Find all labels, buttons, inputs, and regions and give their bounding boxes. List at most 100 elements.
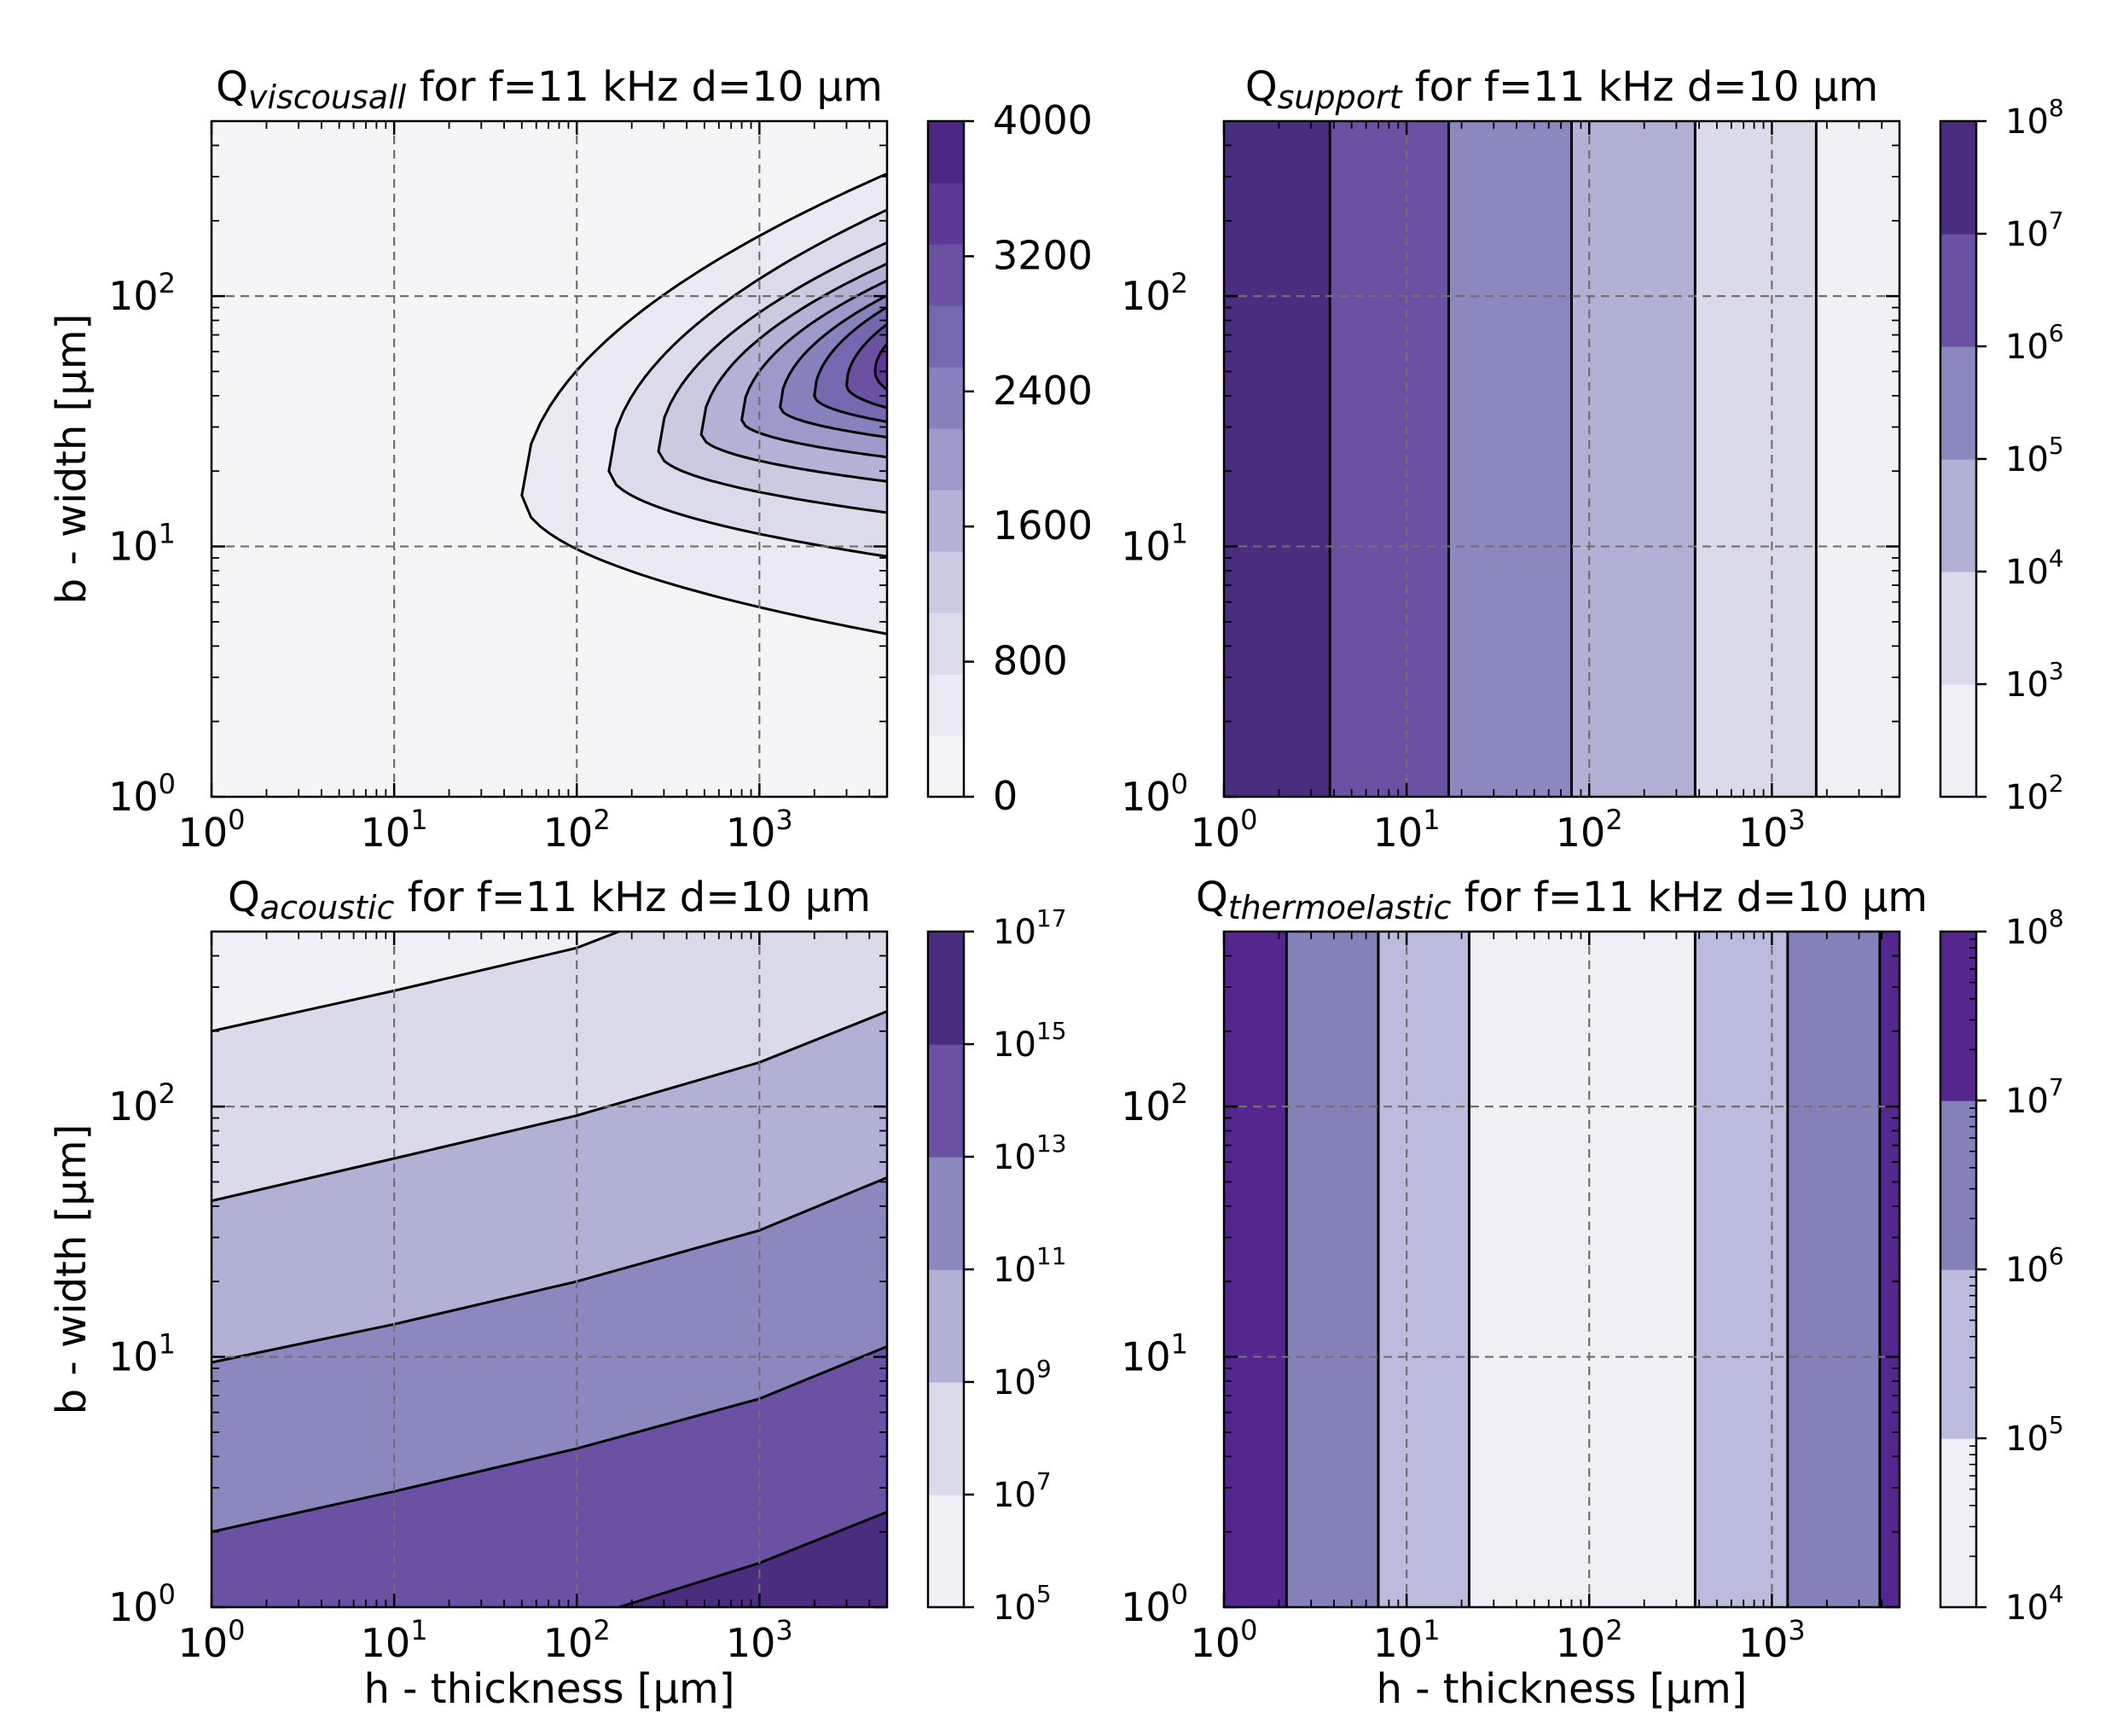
x-tick-label: 101 — [361, 1614, 428, 1666]
colorbar-tick-label-exponent: 5 — [1036, 1580, 1052, 1608]
y-tick-label: 102 — [108, 267, 176, 319]
colorbar-band — [928, 551, 964, 613]
colorbar-tick-label: 1013 — [993, 1129, 1067, 1177]
y-tick-label: 101 — [1121, 518, 1188, 570]
colorbar-tick-label: 4000 — [993, 97, 1093, 143]
colorbar-tick-label: 104 — [2005, 544, 2064, 592]
colorbar-tick-label: 2400 — [993, 368, 1093, 414]
y-tick-label-mantissa: 10 — [1121, 1584, 1171, 1630]
x-tick-label-mantissa: 10 — [543, 810, 594, 856]
x-tick-label: 101 — [361, 804, 428, 856]
region-thermoelastic-1 — [1286, 932, 1378, 1607]
y-tick-label-mantissa: 10 — [1121, 524, 1171, 570]
y-tick-label: 100 — [1121, 768, 1188, 820]
colorbar-tick-label-exponent: 8 — [2049, 904, 2064, 932]
colorbar-band — [928, 1157, 964, 1270]
region-support-2 — [1448, 121, 1572, 797]
y-tick-label-mantissa: 10 — [108, 774, 159, 820]
colorbar-band — [928, 1044, 964, 1158]
colorbar-tick-label-mantissa: 10 — [993, 1476, 1036, 1515]
x-tick-label-mantissa: 10 — [1191, 1620, 1241, 1666]
colorbar-band — [928, 183, 964, 245]
plot-area-viscous — [212, 121, 887, 797]
colorbar-tick-label: 109 — [993, 1355, 1052, 1402]
x-tick-label-exponent: 3 — [775, 1614, 792, 1646]
y-tick-label-mantissa: 10 — [1121, 1083, 1171, 1129]
axes-frame-support — [1222, 119, 1901, 798]
x-tick-label-mantissa: 10 — [361, 810, 411, 856]
colorbar-tick-label: 107 — [2005, 206, 2064, 254]
plot-area-thermoelastic — [1224, 932, 1900, 1607]
x-tick-label-mantissa: 10 — [1373, 1620, 1424, 1666]
region-thermoelastic-6 — [1879, 932, 1900, 1607]
x-tick-label-exponent: 3 — [1788, 1614, 1805, 1646]
x-axis-label: h - thickness [µm] — [364, 1665, 735, 1713]
colorbar-tick-label-exponent: 17 — [1036, 904, 1067, 932]
colorbar-tick-label-mantissa: 10 — [993, 1138, 1036, 1177]
colorbar-tick-label: 106 — [2005, 1242, 2064, 1290]
contour-line-viscous-3600 — [873, 341, 887, 392]
colorbar-tick-label-exponent: 7 — [2049, 206, 2064, 235]
x-tick-label: 102 — [543, 804, 611, 856]
colorbar-band — [1940, 234, 1976, 347]
colorbar-tick-label-mantissa: 10 — [2005, 102, 2049, 142]
title-q: Q — [1196, 874, 1228, 921]
colorbar-tick-label-exponent: 5 — [2049, 1411, 2064, 1439]
colorbar-tick-label-exponent: 6 — [2049, 1242, 2064, 1270]
x-tick-label-exponent: 1 — [1423, 804, 1440, 836]
plot-area-acoustic — [212, 932, 887, 1607]
y-tick-label-mantissa: 10 — [108, 1083, 159, 1129]
colorbar-tick-label-mantissa: 10 — [2005, 328, 2049, 367]
x-tick-label: 100 — [178, 1614, 246, 1666]
colorbar-tick-label-mantissa: 10 — [2005, 1082, 2049, 1121]
title-subscript: acoustic — [260, 889, 395, 926]
ticks-support — [1222, 120, 1900, 798]
y-tick-label-mantissa: 10 — [108, 524, 159, 570]
region-support-0 — [1224, 121, 1331, 797]
title-subscript: support — [1278, 78, 1404, 116]
x-tick-label-exponent: 3 — [775, 804, 792, 836]
x-tick-label: 103 — [726, 804, 793, 856]
y-tick-label: 101 — [108, 518, 176, 570]
y-tick-label: 101 — [1121, 1328, 1188, 1380]
contour-line-acoustic-1e7 — [212, 932, 620, 1033]
colorbar-band — [928, 490, 964, 552]
y-tick-label-mantissa: 10 — [1121, 1334, 1171, 1380]
y-tick-label-exponent: 0 — [159, 1578, 176, 1611]
colorbar-viscous: 0 800 1600 2400 3200 4000 — [926, 97, 1093, 819]
y-tick-label-exponent: 1 — [159, 518, 176, 550]
colorbar-tick-label-exponent: 2 — [2049, 769, 2064, 798]
y-tick-label-exponent: 2 — [159, 267, 176, 299]
colorbar-frame — [926, 119, 966, 798]
title-rest: for f=11 kHz d=10 µm — [1451, 874, 1928, 921]
colorbar-band — [1940, 121, 1976, 235]
y-axis-label: b - width [µm] — [48, 314, 96, 605]
x-tick-label-mantissa: 10 — [1373, 810, 1424, 856]
colorbar-tick-label-mantissa: 10 — [993, 1363, 1036, 1402]
y-tick-label-mantissa: 10 — [108, 1584, 159, 1630]
colorbar-band — [1940, 684, 1976, 798]
y-tick-label-mantissa: 10 — [108, 273, 159, 319]
colorbar-tick-label-mantissa: 10 — [2005, 440, 2049, 479]
colorbar-tick-label: 0 — [993, 773, 1018, 819]
x-tick-label-mantissa: 10 — [1556, 1620, 1606, 1666]
plot-area-support — [1224, 121, 1900, 797]
y-tick-label: 102 — [1121, 1077, 1188, 1129]
colorbar-band — [928, 674, 964, 736]
region-thermoelastic-2 — [1378, 932, 1470, 1607]
colorbar-tick-label: 1600 — [993, 502, 1093, 549]
region-thermoelastic-0 — [1224, 932, 1287, 1607]
y-tick-label: 100 — [1121, 1578, 1188, 1630]
colorbar-tick-label-exponent: 15 — [1036, 1017, 1067, 1045]
colorbar-tick-label: 105 — [993, 1580, 1052, 1628]
colorbar-band — [1940, 1100, 1976, 1270]
y-tick-label-exponent: 0 — [159, 768, 176, 800]
x-tick-label: 100 — [1191, 1614, 1258, 1666]
colorbar-tick-label: 103 — [2005, 657, 2064, 705]
colorbar-tick-label-mantissa: 10 — [2005, 1420, 2049, 1459]
colorbar-tick-label-mantissa: 10 — [2005, 778, 2049, 817]
contour-line-acoustic-1e9 — [212, 1010, 887, 1203]
